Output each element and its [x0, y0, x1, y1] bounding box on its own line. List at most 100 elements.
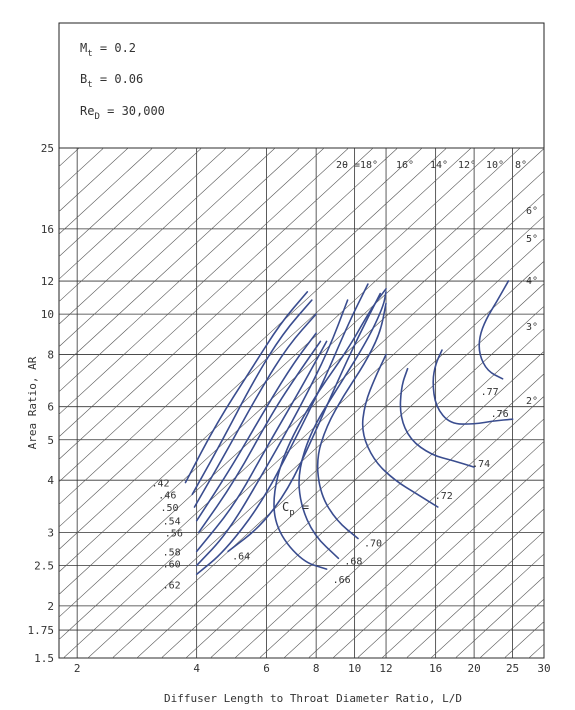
angle-line-16	[59, 148, 472, 528]
angle-label-3: 12°	[458, 160, 476, 171]
angle-line-34	[356, 486, 544, 658]
angle-line-19	[59, 148, 544, 595]
cp-label-46: .46	[158, 490, 176, 501]
cp-label-66: .66	[333, 575, 351, 586]
cp-curve-50	[193, 313, 317, 508]
y-tick-label-7: 6	[47, 401, 54, 414]
angle-label-7: 5°	[526, 234, 538, 245]
x-tick-labels: 2 4 6 8 10 12 16 20 25 30	[74, 662, 551, 675]
x-tick-label-3: 8	[313, 662, 320, 675]
cp-label-42: .42	[152, 478, 170, 489]
angle-line-20	[59, 170, 544, 618]
cp-curve-54	[195, 332, 317, 522]
cp-label-64: .64	[232, 551, 250, 562]
x-tick-label-7: 20	[467, 662, 480, 675]
angle-line-28	[209, 350, 544, 658]
cp-label-68: .68	[344, 556, 362, 567]
angle-line-6	[59, 148, 227, 303]
angle-line-24	[111, 260, 544, 658]
cp-label-60: .60	[163, 559, 181, 570]
cp-label-76: .76	[491, 409, 509, 420]
angle-line-29	[234, 373, 544, 658]
angle-label-1: 16°	[396, 160, 414, 171]
y-tick-label-0: 1.5	[34, 652, 54, 665]
y-tick-label-1: 1.75	[28, 624, 55, 637]
angle-line-38	[454, 576, 544, 658]
y-axis-label: Area Ratio, AR	[26, 356, 39, 449]
param-reynolds: ReD = 30,000	[80, 104, 165, 122]
x-tick-label-4: 10	[348, 662, 361, 675]
angle-line-25	[136, 283, 544, 658]
angle-line-14	[59, 148, 423, 483]
cp-label-72: .72	[435, 491, 453, 502]
y-tick-label-2: 2	[47, 600, 54, 613]
x-tick-label-5: 12	[379, 662, 392, 675]
angle-lines	[59, 138, 575, 708]
curve-labels: .42.46 .50 .54.56 .58.60 .62 .64 .66 .68.70 .72.…	[152, 387, 509, 592]
cp-curve-60	[195, 299, 349, 567]
angle-label-8: 4°	[526, 276, 538, 287]
angle-line-1	[59, 148, 105, 190]
angle-line-5	[59, 148, 203, 280]
angle-line-26	[160, 305, 544, 658]
angle-line-23	[87, 238, 544, 658]
angle-labels: 18° 16° 14° 12° 10° 8° 6° 5° 4° 3° 2°	[360, 160, 538, 407]
cp-label-74: .74	[472, 459, 490, 470]
angle-label-6: 6°	[526, 206, 538, 217]
angle-line-17	[59, 148, 497, 550]
angle-line-27	[185, 328, 544, 658]
y-tick-label-6: 5	[47, 434, 54, 447]
y-tick-label-11: 16	[41, 223, 54, 236]
angle-line-33	[332, 463, 544, 658]
cp-curve-42	[184, 291, 309, 484]
angle-line-13	[59, 148, 399, 460]
y-tick-label-9: 10	[41, 308, 54, 321]
x-tick-label-0: 2	[74, 662, 81, 675]
angle-line-36	[405, 531, 544, 658]
y-tick-label-3: 2.5	[34, 559, 54, 572]
angle-line-44	[548, 138, 575, 708]
x-tick-label-1: 4	[193, 662, 200, 675]
cp-label-58: .58	[163, 547, 181, 558]
param-mach: Mt = 0.2	[80, 41, 136, 59]
angle-line-35	[381, 508, 544, 658]
cp-curve-74	[399, 367, 475, 468]
angle-line-21	[59, 193, 544, 640]
angle-line-32	[307, 440, 544, 658]
angle-label-9: 3°	[526, 322, 538, 333]
cp-label-54: .54	[163, 517, 181, 528]
cp-curve-58	[195, 340, 328, 553]
cp-label-70: .70	[364, 538, 382, 549]
cp-curve-76	[432, 349, 514, 425]
angle-line-43	[524, 138, 575, 708]
angle-line-15	[59, 148, 448, 505]
angle-line-37	[430, 553, 544, 658]
angle-line-39	[479, 598, 544, 658]
angle-label-0: 18°	[360, 160, 378, 171]
y-tick-labels: 1.5 1.75 2 2.5 3 4 5 6 8 10 12 16 25	[28, 142, 55, 665]
cp-curve-64	[227, 292, 381, 553]
cp-curve-77	[478, 280, 510, 380]
cp-curve-62	[195, 283, 369, 576]
x-tick-label-2: 6	[263, 662, 270, 675]
angle-line-9	[59, 148, 301, 370]
cp-label-62: .62	[163, 580, 181, 591]
angle-label-5: 8°	[515, 160, 527, 171]
cp-curve-66	[273, 288, 387, 570]
angle-line-31	[283, 418, 544, 658]
x-axis-label: Diffuser Length to Throat Diameter Ratio…	[164, 692, 462, 705]
cp-curve-70	[316, 302, 387, 540]
y-tick-label-5: 4	[47, 474, 54, 487]
angle-label-10: 2°	[526, 396, 538, 407]
angle-prefix: 2θ =	[336, 160, 360, 171]
x-tick-label-6: 16	[429, 662, 442, 675]
angle-line-18	[59, 148, 521, 573]
cp-curve-46	[191, 299, 313, 496]
cp-label-56: .56	[165, 528, 183, 539]
cp-curves	[184, 280, 514, 576]
angle-line-11	[59, 148, 350, 415]
angle-line-2	[59, 148, 129, 212]
angle-line-12	[59, 148, 374, 438]
angle-line-10	[59, 148, 325, 393]
